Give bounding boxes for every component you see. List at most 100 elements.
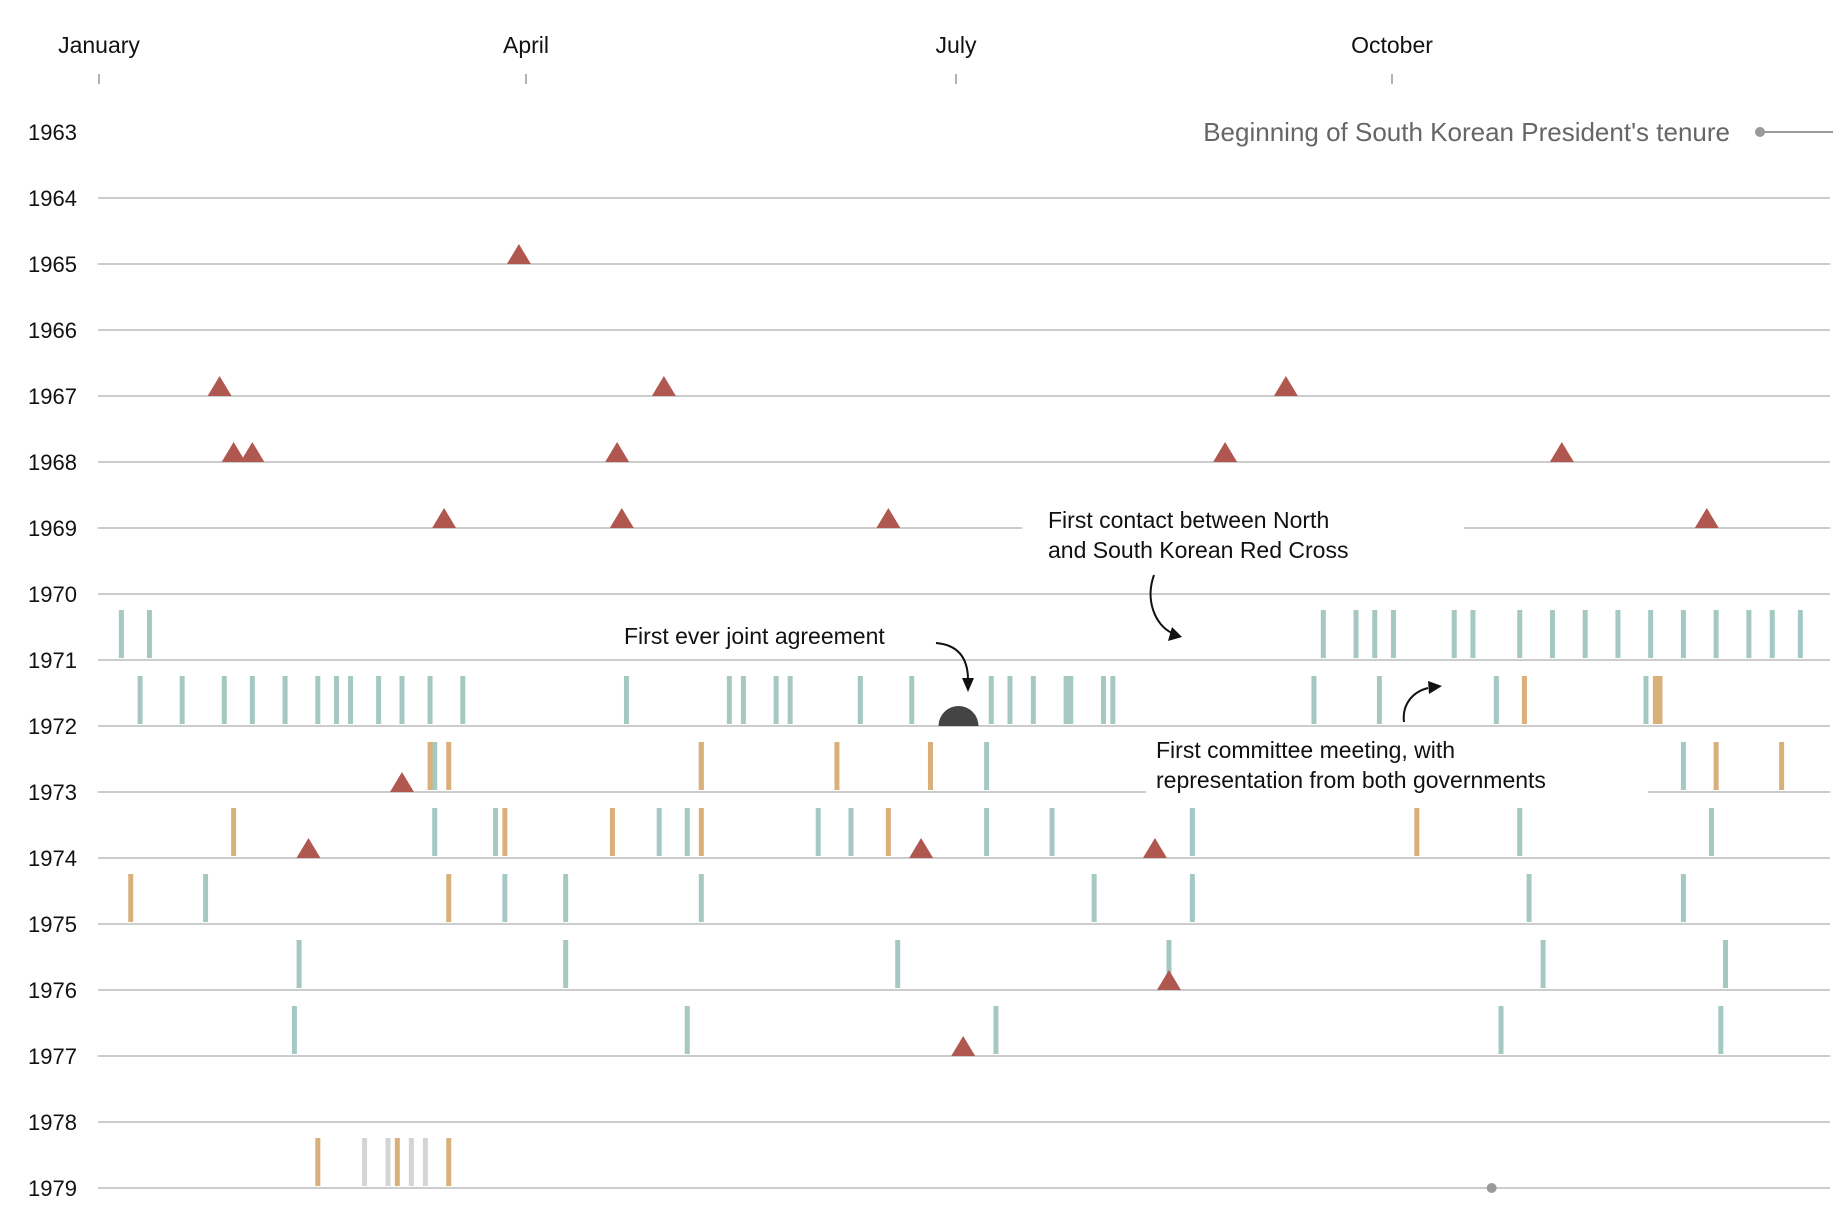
dialogue-tick [315, 676, 321, 724]
dialogue-tick [1100, 676, 1106, 724]
dialogue-tick [1769, 610, 1775, 658]
dialogue-tick [1526, 874, 1532, 922]
year-rows: 1963 1964 1965 1966 1967 1968 1969 1970 1971 1972… [28, 120, 1830, 1201]
dialogue-tick [1680, 742, 1686, 790]
dialogue-tick [118, 610, 124, 658]
provocation-triangle [240, 442, 265, 462]
month-axis: January April July October [58, 32, 1433, 84]
dialogue-tick [1517, 808, 1523, 856]
dialogue-tick [1030, 676, 1036, 724]
government-tick [834, 742, 840, 790]
month-label-october: October [1351, 32, 1433, 58]
annotation-committee-bg [1146, 734, 1648, 796]
provocation-triangle [1156, 970, 1181, 990]
dialogue-tick [1797, 610, 1803, 658]
year-label-1975: 1975 [28, 912, 77, 937]
government-tick [231, 808, 237, 856]
dialogue-tick [656, 808, 662, 856]
year-label-1965: 1965 [28, 252, 77, 277]
dialogue-tick [1353, 610, 1359, 658]
dialogue-tick [895, 940, 901, 988]
dialogue-tick [1320, 610, 1326, 658]
dialogue-tick [1376, 676, 1382, 724]
provocation-triangle [432, 508, 457, 528]
provocation-triangle [605, 442, 630, 462]
dialogue-tick [698, 874, 704, 922]
government-tick [609, 808, 615, 856]
year-label-1966: 1966 [28, 318, 77, 343]
government-tick [698, 742, 704, 790]
annotation-joint-agreement-arrow [935, 642, 969, 681]
dialogue-tick [460, 676, 466, 724]
annotation-committee-line2: representation from both governments [1156, 767, 1546, 793]
dialogue-tick [563, 940, 569, 988]
year-label-1969: 1969 [28, 516, 77, 541]
annotation-committee-line1: First committee meeting, with [1156, 737, 1455, 763]
other-tick [408, 1138, 414, 1186]
dialogue-tick [249, 676, 255, 724]
dialogue-tick [993, 1006, 999, 1054]
dialogue-tick [1493, 676, 1499, 724]
dialogue-tick [1091, 874, 1097, 922]
government-tick [446, 742, 452, 790]
annotation-committee: First committee meeting, with representa… [1146, 681, 1648, 796]
dialogue-tick [684, 808, 690, 856]
dialogue-tick [137, 676, 143, 724]
dialogue-tick [726, 676, 732, 724]
dialogue-tick [740, 676, 746, 724]
provocation-triangle [1273, 376, 1298, 396]
dialogue-tick [623, 676, 629, 724]
provocation-triangle [389, 772, 414, 792]
government-tick [1521, 676, 1527, 724]
provocation-triangle [506, 244, 531, 264]
dialogue-tick [815, 808, 821, 856]
dialogue-tick [221, 676, 227, 724]
dialogue-tick [282, 676, 288, 724]
dialogue-tick [146, 610, 152, 658]
dialogue-tick [203, 874, 209, 922]
dialogue-tick [787, 676, 793, 724]
provocation-triangle [909, 838, 934, 858]
dialogue-tick [1643, 676, 1649, 724]
dialogue-tick [1189, 874, 1195, 922]
dialogue-tick [984, 808, 990, 856]
dialogue-tick [1722, 940, 1728, 988]
annotation-joint-agreement: First ever joint agreement [624, 623, 974, 692]
dialogue-tick [348, 676, 354, 724]
annotation-committee-arrowhead [1428, 681, 1442, 694]
dialogue-tick [1372, 610, 1378, 658]
dialogue-tick [1007, 676, 1013, 724]
dialogue-tick [1189, 808, 1195, 856]
provocation-triangle [876, 508, 901, 528]
annotation-red-cross-bg [1022, 500, 1464, 572]
year-label-1976: 1976 [28, 978, 77, 1003]
government-tick [427, 742, 433, 790]
dialogue-tick [848, 808, 854, 856]
year-label-1973: 1973 [28, 780, 77, 805]
provocation-triangle [1142, 838, 1167, 858]
month-label-july: July [936, 32, 977, 58]
dialogue-tick [179, 676, 185, 724]
year-label-1968: 1968 [28, 450, 77, 475]
government-tick [128, 874, 134, 922]
dialogue-tick [684, 1006, 690, 1054]
annotation-joint-agreement-arrowhead [962, 678, 974, 692]
government-tick [1414, 808, 1420, 856]
government-tick [885, 808, 891, 856]
year-label-1979: 1979 [28, 1176, 77, 1201]
government-tick [698, 808, 704, 856]
dialogue-tick [1708, 808, 1714, 856]
year-label-1978: 1978 [28, 1110, 77, 1135]
year-label-1977: 1977 [28, 1044, 77, 1069]
dialogue-tick [493, 808, 499, 856]
dialogue-tick [773, 676, 779, 724]
dialogue-tick [1746, 610, 1752, 658]
dialogue-tick [1166, 940, 1172, 988]
dialogue-tick [376, 676, 382, 724]
dialogue-tick [399, 676, 405, 724]
government-tick [394, 1138, 400, 1186]
annotation-committee-arrow [1402, 687, 1429, 723]
dialogue-tick [1582, 610, 1588, 658]
dialogue-tick [1498, 1006, 1504, 1054]
annotation-red-cross: First contact between North and South Ko… [1022, 500, 1464, 641]
